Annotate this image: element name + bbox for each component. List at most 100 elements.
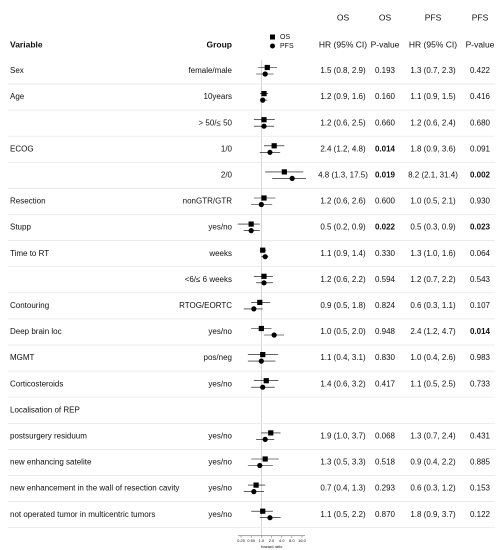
hr-ci: 1.5 (0.8, 2.9)	[320, 66, 366, 75]
variable-label: MGMT	[10, 353, 35, 362]
p-value: 0.594	[375, 275, 396, 284]
marker-circle	[261, 280, 267, 286]
p-value: 0.733	[470, 379, 491, 388]
hr-ci: 2.4 (1.2, 4.7)	[410, 327, 456, 336]
hr-ci: 1.1 (0.5, 2.2)	[320, 510, 366, 519]
legend-circle	[270, 43, 275, 49]
p-value: 0.022	[375, 223, 396, 232]
marker-square	[260, 352, 266, 358]
p-value: 0.064	[470, 249, 491, 258]
hr-ci: 1.2 (0.6, 2.5)	[320, 118, 366, 127]
column-header: Variable	[10, 39, 43, 49]
p-value: 0.948	[375, 327, 396, 336]
marker-circle	[271, 332, 277, 338]
hr-ci: 1.3 (0.7, 2.3)	[410, 66, 456, 75]
variable-label: Corticosteroids	[10, 379, 63, 388]
variable-label: Contouring	[10, 301, 49, 310]
marker-square	[261, 273, 267, 279]
p-value: 0.014	[375, 144, 396, 153]
variable-label: new enhancement in the wall of resection…	[10, 484, 179, 493]
variable-label: Resection	[10, 197, 46, 206]
group-label: yes/no	[208, 510, 232, 519]
marker-square	[264, 64, 270, 71]
legend-label: PFS	[280, 43, 294, 50]
hr-ci: 1.2 (0.6, 2.2)	[320, 275, 366, 284]
p-value: 0.416	[470, 92, 491, 101]
hr-ci: 0.5 (0.2, 0.9)	[320, 223, 366, 232]
marker-square	[258, 325, 264, 332]
p-value: 0.160	[375, 92, 396, 101]
column-header: HR (95% CI)	[319, 39, 367, 49]
p-value: 0.680	[470, 118, 491, 127]
x-tick-label: 8.0	[289, 538, 295, 543]
legend-label: OS	[280, 34, 290, 41]
x-tick-label: 2.0	[269, 538, 275, 543]
hr-ci: 1.8 (0.9, 3.7)	[410, 510, 456, 519]
marker-square	[271, 143, 277, 149]
p-value: 0.330	[375, 249, 396, 258]
p-value: 0.023	[470, 223, 491, 232]
hr-ci: 0.9 (0.4, 2.2)	[410, 458, 456, 467]
variable-label: Stupp	[10, 223, 31, 232]
p-value: 0.193	[375, 66, 396, 75]
plot-area	[237, 64, 306, 521]
group-label: yes/no	[208, 379, 232, 388]
p-value: 0.122	[470, 510, 491, 519]
x-tick-label: 0.50	[247, 538, 256, 543]
hr-ci: 0.5 (0.3, 0.9)	[410, 223, 456, 232]
p-value: 0.014	[470, 327, 491, 336]
group-header: PFS	[425, 12, 442, 22]
hr-ci: 1.3 (0.7, 2.4)	[410, 432, 456, 441]
p-value: 0.293	[375, 484, 396, 493]
variable-label: not operated tumor in multicentric tumor…	[10, 510, 155, 519]
x-tick-label: 0.25	[237, 538, 246, 543]
hr-ci: 1.9 (1.0, 3.7)	[320, 432, 366, 441]
p-value: 0.600	[375, 197, 396, 206]
marker-circle	[260, 384, 266, 390]
hr-ci: 1.4 (0.6, 3.2)	[320, 379, 366, 388]
marker-circle	[289, 175, 295, 181]
marker-square	[257, 299, 263, 305]
group-label: yes/no	[208, 223, 232, 232]
p-value: 0.870	[375, 510, 396, 519]
group-label: nonGTR/GTR	[183, 197, 233, 206]
group-label: 2/0	[221, 171, 233, 180]
x-tick-label: 4.0	[279, 538, 285, 543]
group-label: pos/neg	[204, 353, 232, 362]
marker-square	[261, 91, 267, 97]
group-label: RTOG/EORTC	[179, 301, 232, 310]
hr-ci: 4.8 (1.3, 17.5)	[318, 171, 368, 180]
p-value: 0.068	[375, 432, 396, 441]
p-value: 0.153	[470, 484, 491, 493]
hr-ci: 0.6 (0.3, 1.2)	[410, 484, 456, 493]
variable-label: postsurgery residuum	[10, 432, 87, 441]
hr-ci: 1.2 (0.9, 1.6)	[320, 92, 366, 101]
marker-circle	[257, 462, 263, 469]
group-header: OS	[337, 12, 350, 22]
column-header: P-value	[371, 39, 400, 49]
marker-circle	[251, 489, 257, 495]
group-label: yes/no	[208, 327, 232, 336]
variable-label: Time to RT	[10, 249, 49, 258]
group-label: yes/no	[208, 484, 232, 493]
variable-label: ECOG	[10, 144, 34, 153]
group-label: > 50/≤ 50	[198, 118, 232, 127]
group-header: PFS	[472, 12, 489, 22]
variable-label: new enhancing satelite	[10, 458, 92, 467]
group-label: female/male	[188, 66, 232, 75]
hr-ci: 8.2 (2.1, 31.4)	[408, 171, 458, 180]
p-value: 0.983	[470, 353, 491, 362]
hr-ci: 1.2 (0.7, 2.2)	[410, 275, 456, 284]
group-label: yes/no	[208, 458, 232, 467]
marker-square	[263, 378, 269, 384]
hr-ci: 1.8 (0.9, 3.6)	[410, 144, 456, 153]
p-value: 0.417	[375, 379, 396, 388]
p-value: 0.431	[470, 432, 491, 441]
variable-label: Localisation of REP	[10, 405, 80, 414]
hr-ci: 1.1 (0.4, 3.1)	[320, 353, 366, 362]
marker-circle	[262, 71, 268, 77]
group-label: 10years	[204, 92, 232, 101]
hr-ci: 1.2 (0.6, 2.6)	[320, 197, 366, 206]
p-value: 0.885	[470, 458, 491, 467]
legend-square	[270, 34, 275, 40]
